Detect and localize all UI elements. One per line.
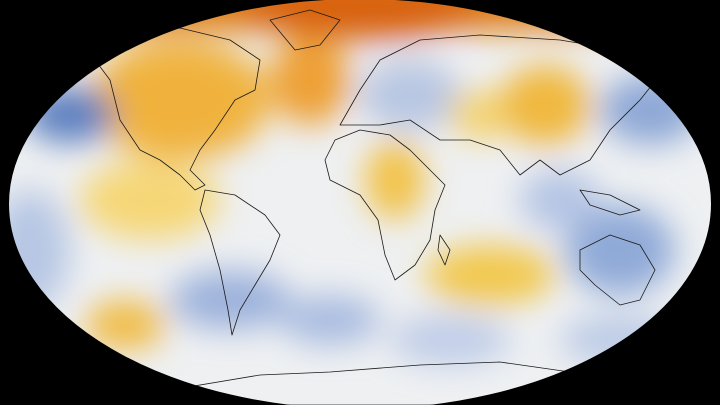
globe-outline xyxy=(7,0,713,405)
coastlines xyxy=(94,9,661,405)
